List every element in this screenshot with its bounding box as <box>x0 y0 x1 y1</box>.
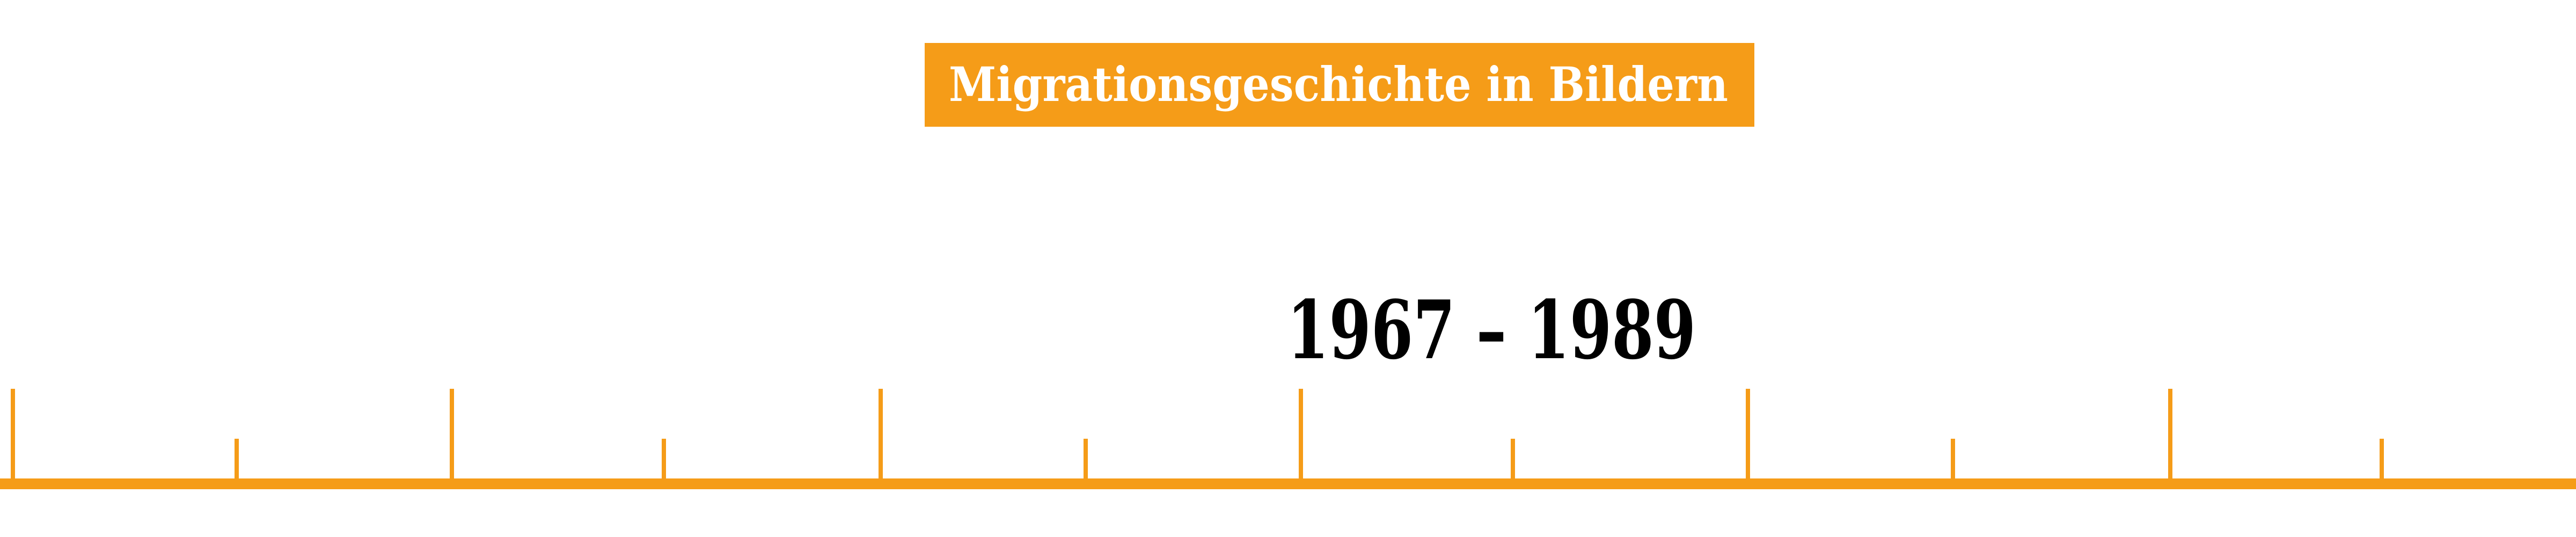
timeline-tick-tall <box>2168 389 2172 481</box>
timeline-axis <box>0 478 2576 489</box>
timeline-tick-short <box>1511 439 1515 481</box>
timeline-tick-tall <box>1746 389 1750 481</box>
timeline-tick-short <box>662 439 666 481</box>
title-banner <box>925 43 1754 127</box>
period-label: 1967 – 1989 <box>1287 283 1696 378</box>
timeline-tick-short <box>235 439 239 481</box>
timeline-ticks <box>11 389 2384 481</box>
timeline-tick-short <box>1951 439 1955 481</box>
timeline-tick-short <box>1084 439 1088 481</box>
timeline-tick-tall <box>450 389 454 481</box>
timeline-tick-short <box>2380 439 2384 481</box>
timeline-tick-tall <box>879 389 883 481</box>
timeline-tick-tall <box>11 389 15 481</box>
timeline-tick-tall <box>1299 389 1303 481</box>
page-title: Migrationsgeschichte in Bildern <box>949 56 1728 112</box>
